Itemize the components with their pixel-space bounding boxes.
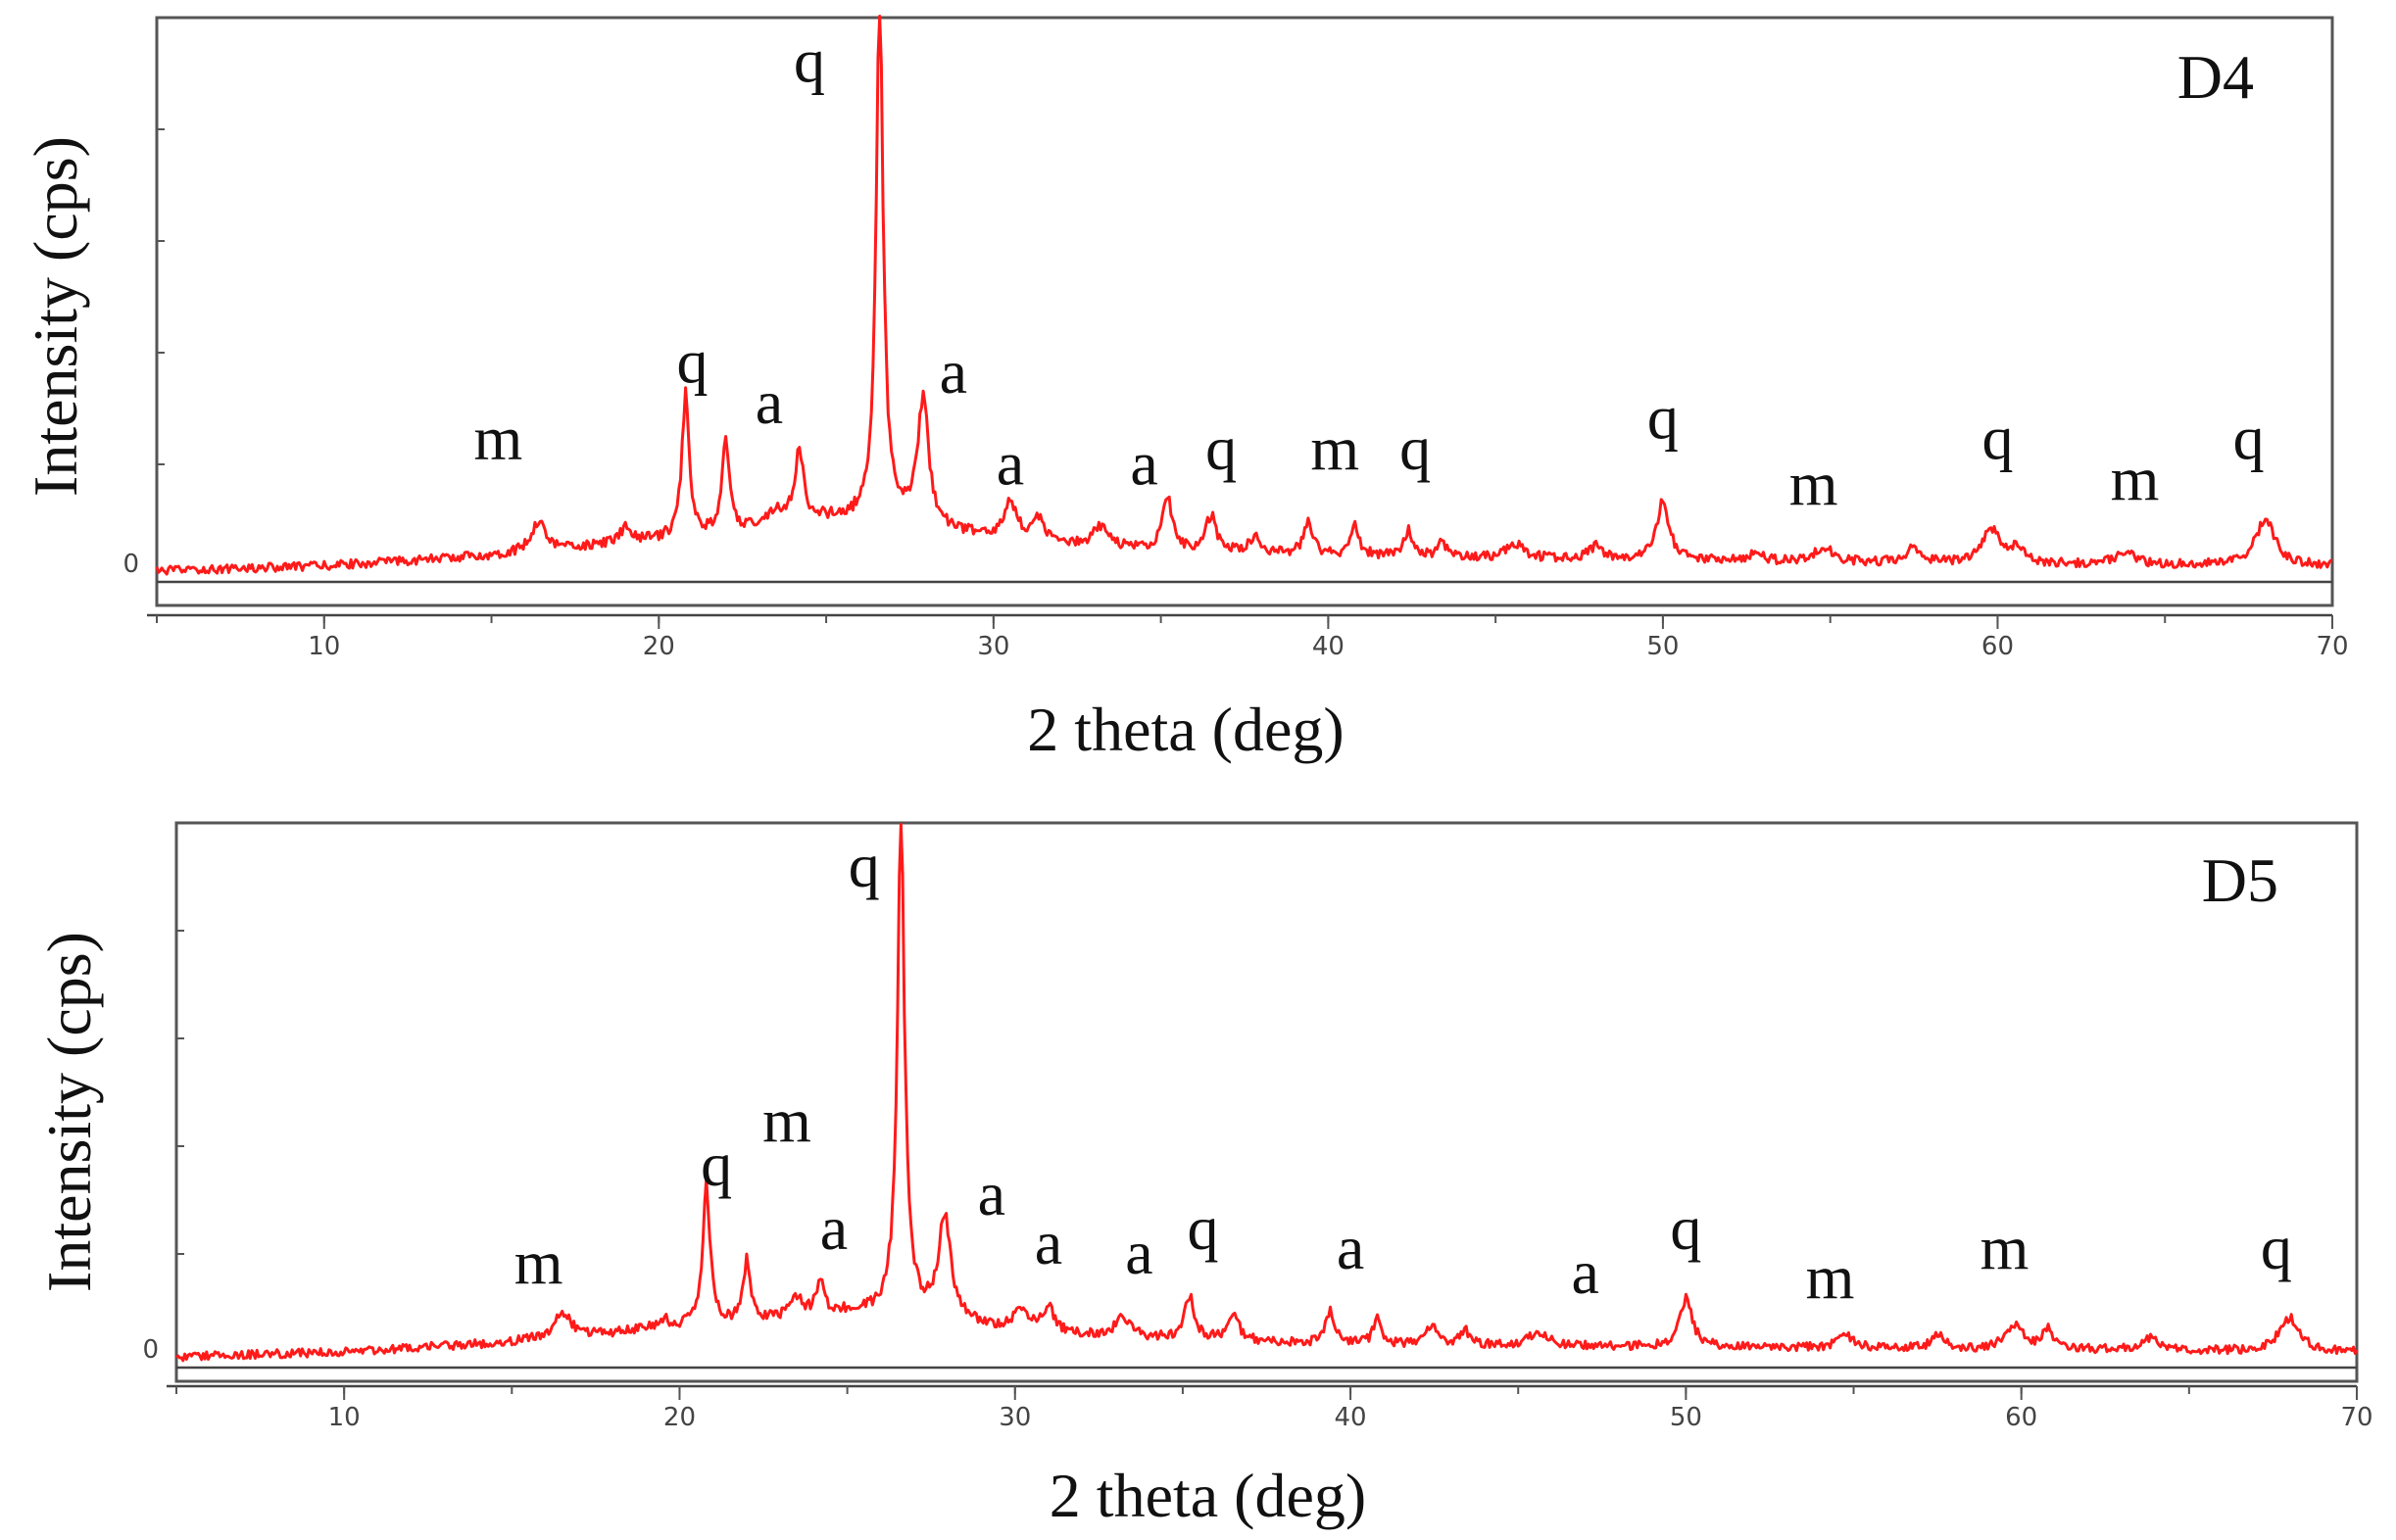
peak-label: q	[2233, 403, 2265, 472]
x-tick-label: 50	[1646, 632, 1679, 661]
x-tick-label: 30	[977, 632, 1009, 661]
peak-label: q	[1647, 383, 1679, 453]
peak-label: m	[2111, 444, 2160, 513]
peak-label: a	[940, 337, 967, 407]
panel-label: D5	[2202, 845, 2278, 915]
peak-label: q	[1205, 413, 1237, 483]
x-axis-title: 2 theta (deg)	[1050, 1461, 1366, 1530]
peak-label: q	[1399, 413, 1431, 483]
xrd-trace	[155, 15, 2333, 576]
x-tick-label: 40	[1312, 632, 1345, 661]
x-axis-title: 2 theta (deg)	[1027, 695, 1344, 764]
x-tick-label: 70	[2340, 1403, 2372, 1432]
peak-label: m	[1806, 1242, 1855, 1312]
x-tick-label: 20	[663, 1403, 696, 1432]
peak-label: q	[849, 831, 880, 900]
peak-label: m	[1310, 413, 1359, 483]
x-tick-label: 50	[1670, 1403, 1702, 1432]
peak-label: q	[676, 326, 708, 396]
peak-label: q	[2261, 1213, 2292, 1282]
peak-label: q	[1670, 1193, 1701, 1263]
peak-label: q	[1187, 1193, 1218, 1263]
panel-label: D4	[2177, 42, 2254, 112]
peak-label: a	[1571, 1237, 1598, 1307]
peak-label: a	[1337, 1213, 1364, 1282]
plot-frame	[174, 821, 2359, 1383]
x-tick-label: 60	[1981, 632, 2014, 661]
x-tick-label: 20	[643, 632, 675, 661]
peak-label: q	[1981, 403, 2013, 472]
x-tick-label: 40	[1335, 1403, 1367, 1432]
peak-label: m	[514, 1227, 563, 1297]
peak-label: m	[473, 403, 522, 472]
peak-label: a	[997, 428, 1024, 498]
peak-label: m	[1789, 449, 1838, 518]
y-tick-label: 0	[142, 1335, 159, 1365]
peak-label: a	[1130, 428, 1157, 498]
x-tick-label: 10	[308, 632, 340, 661]
peak-label: a	[1125, 1218, 1152, 1287]
x-tick-label: 30	[999, 1403, 1031, 1432]
y-tick-label: 0	[122, 550, 139, 579]
peak-label: q	[701, 1130, 732, 1199]
plot-frame	[155, 16, 2334, 607]
xrd-trace	[174, 823, 2359, 1363]
peak-label: a	[978, 1159, 1005, 1228]
y-axis-title: Intensity (cps)	[21, 136, 90, 497]
x-tick-label: 60	[2005, 1403, 2037, 1432]
peak-label: a	[756, 367, 783, 437]
x-tick-label: 10	[328, 1403, 361, 1432]
peak-label: q	[794, 26, 825, 96]
y-axis-title: Intensity (cps)	[34, 932, 104, 1292]
peak-label: a	[1035, 1208, 1062, 1277]
peak-label: a	[820, 1193, 848, 1263]
peak-label: m	[762, 1085, 811, 1155]
peak-label: m	[1980, 1213, 2029, 1282]
x-tick-label: 70	[2316, 632, 2348, 661]
